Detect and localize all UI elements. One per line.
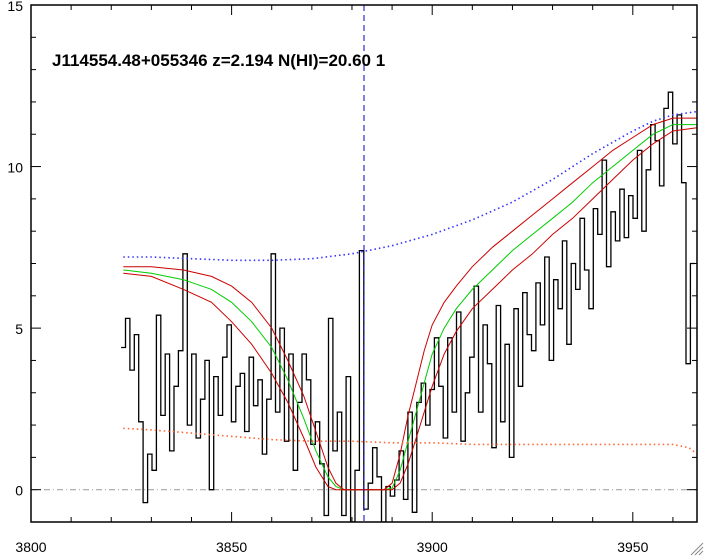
y-tick-label: 10: [7, 160, 23, 176]
data-layer: [31, 5, 697, 522]
error-line: [123, 427, 697, 455]
model-upper-bound-line: [123, 117, 697, 491]
x-tick-label: 3900: [417, 539, 448, 555]
model-lower-bound-line: [123, 127, 697, 491]
model-fit-line: [123, 124, 697, 491]
y-tick-label: 15: [7, 0, 23, 14]
x-tick-label: 3850: [216, 539, 247, 555]
resize-grip-icon[interactable]: [690, 542, 704, 556]
x-tick-label: 3800: [15, 539, 46, 555]
y-tick-label: 0: [15, 483, 23, 499]
axes: 3800 3850 3900 3950 0 5 10 15: [7, 0, 698, 555]
chart-title: J114554.48+055346 z=2.194 N(HI)=20.60 1: [52, 51, 385, 70]
chart-marks: [31, 5, 697, 522]
continuum-line: [123, 110, 697, 262]
flux-histogram: [121, 91, 695, 522]
x-tick-label: 3950: [617, 539, 648, 555]
y-tick-label: 5: [15, 321, 23, 337]
